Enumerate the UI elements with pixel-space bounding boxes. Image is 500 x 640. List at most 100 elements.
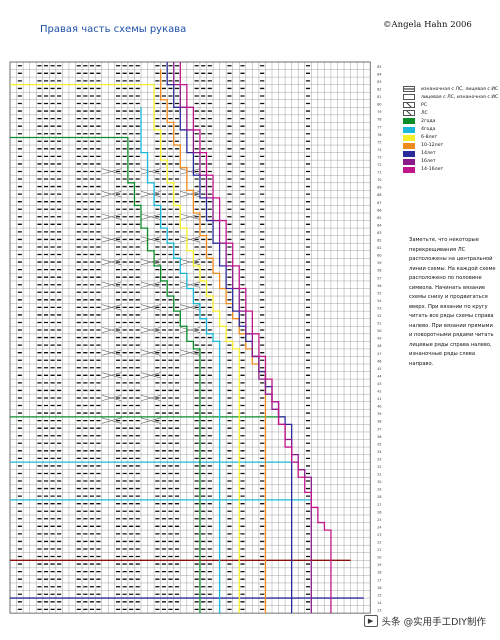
row-number: 33 (377, 457, 381, 461)
row-number: 44 (377, 374, 381, 378)
purl-stitch-symbols (17, 65, 311, 611)
toutiao-logo-icon: ▶ (363, 615, 378, 627)
row-number: 66 (377, 208, 381, 212)
row-number: 14 (377, 601, 381, 605)
legend-label: 14лет (421, 151, 436, 157)
watermark: ▶ 头条 @实用手工DIY制作 (363, 614, 486, 628)
legend-swatch (403, 150, 415, 157)
row-number: 16 (377, 586, 381, 590)
chart-note: Заметьте, что некоторые перекрещивания Л… (409, 237, 496, 367)
legend-swatch (403, 166, 415, 173)
legend-label: 6-8лет (421, 135, 438, 141)
row-number: 54 (377, 299, 381, 303)
legend-item: РС (403, 101, 498, 109)
row-number: 23 (377, 533, 381, 537)
row-number: 62 (377, 239, 381, 243)
row-number: 49 (377, 337, 381, 341)
row-number: 67 (377, 201, 381, 205)
legend-label: 14-16лет (421, 167, 444, 173)
legend-item: изнаночная с ЛС, лицевая с ИС (403, 85, 498, 93)
row-number: 77 (377, 125, 381, 129)
row-number: 17 (377, 578, 381, 582)
row-number: 38 (377, 420, 381, 424)
row-number: 55 (377, 291, 381, 295)
row-number: 15 (377, 593, 381, 597)
row-number: 47 (377, 352, 381, 356)
legend-label: лицевая с ЛС, изнаночная с ИС (421, 94, 499, 100)
size-outline (173, 62, 312, 614)
row-number: 71 (377, 171, 381, 175)
row-number: 81 (377, 95, 381, 99)
row-number: 27 (377, 503, 381, 507)
legend-label: 2года (421, 118, 436, 124)
row-number: 76 (377, 133, 381, 137)
chart-grid (9, 61, 371, 614)
row-number: 59 (377, 261, 381, 265)
row-number: 25 (377, 518, 381, 522)
copyright-text: ©Angela Hahn 2006 (383, 20, 472, 30)
row-number: 37 (377, 427, 381, 431)
row-number: 46 (377, 359, 381, 363)
row-number: 51 (377, 322, 381, 326)
legend-swatch (403, 142, 415, 149)
row-number: 36 (377, 435, 381, 439)
row-number: 75 (377, 140, 381, 144)
row-number: 45 (377, 367, 381, 371)
row-number: 83 (377, 80, 381, 84)
row-number: 60 (377, 254, 381, 258)
row-number: 82 (377, 88, 381, 92)
legend-swatch (403, 158, 415, 165)
legend-swatch (403, 102, 415, 109)
cable-cross-symbols (101, 168, 201, 424)
row-number: 58 (377, 269, 381, 273)
legend-swatch (403, 94, 415, 101)
row-number: 64 (377, 223, 381, 227)
legend-label: 10-12лет (421, 143, 444, 149)
row-number: 20 (377, 556, 381, 560)
row-number: 43 (377, 382, 381, 386)
row-number: 40 (377, 405, 381, 409)
row-number: 13 (377, 608, 381, 612)
legend-swatch (403, 126, 415, 133)
legend-swatch (403, 86, 415, 93)
row-number: 78 (377, 118, 381, 122)
row-number: 48 (377, 344, 381, 348)
chart-title: Правая часть схемы рукава (40, 24, 187, 35)
row-number: 18 (377, 571, 381, 575)
row-number: 68 (377, 193, 381, 197)
row-number: 29 (377, 488, 381, 492)
row-number: 19 (377, 563, 381, 567)
row-number: 21 (377, 548, 381, 552)
row-number: 35 (377, 442, 381, 446)
legend-label: изнаночная с ЛС, лицевая с ИС (421, 86, 499, 92)
size-outline (179, 62, 332, 614)
legend-label: 4года (421, 127, 436, 133)
legend-item: 2года (403, 117, 498, 125)
legend-swatch (403, 110, 415, 117)
legend-swatch (403, 134, 415, 141)
row-number: 61 (377, 246, 381, 250)
row-number: 41 (377, 397, 381, 401)
legend-label: ЛС (421, 110, 428, 116)
legend: изнаночная с ЛС, лицевая с ИС лицевая с Л… (403, 85, 498, 174)
row-number: 24 (377, 525, 381, 529)
size-outline (160, 69, 267, 614)
row-number: 31 (377, 473, 381, 477)
row-number: 79 (377, 110, 381, 114)
row-number: 39 (377, 412, 381, 416)
row-number: 69 (377, 186, 381, 190)
row-number: 70 (377, 178, 381, 182)
row-number: 57 (377, 276, 381, 280)
row-number: 30 (377, 480, 381, 484)
row-number: 52 (377, 314, 381, 318)
legend-item: 6-8лет (403, 134, 498, 142)
row-number: 28 (377, 495, 381, 499)
row-number: 22 (377, 541, 381, 545)
legend-item: 4года (403, 125, 498, 133)
legend-item: 16лет (403, 158, 498, 166)
size-outline (153, 84, 240, 614)
row-number: 74 (377, 148, 381, 152)
size-outline (127, 137, 201, 614)
legend-label: 16лет (421, 159, 436, 165)
